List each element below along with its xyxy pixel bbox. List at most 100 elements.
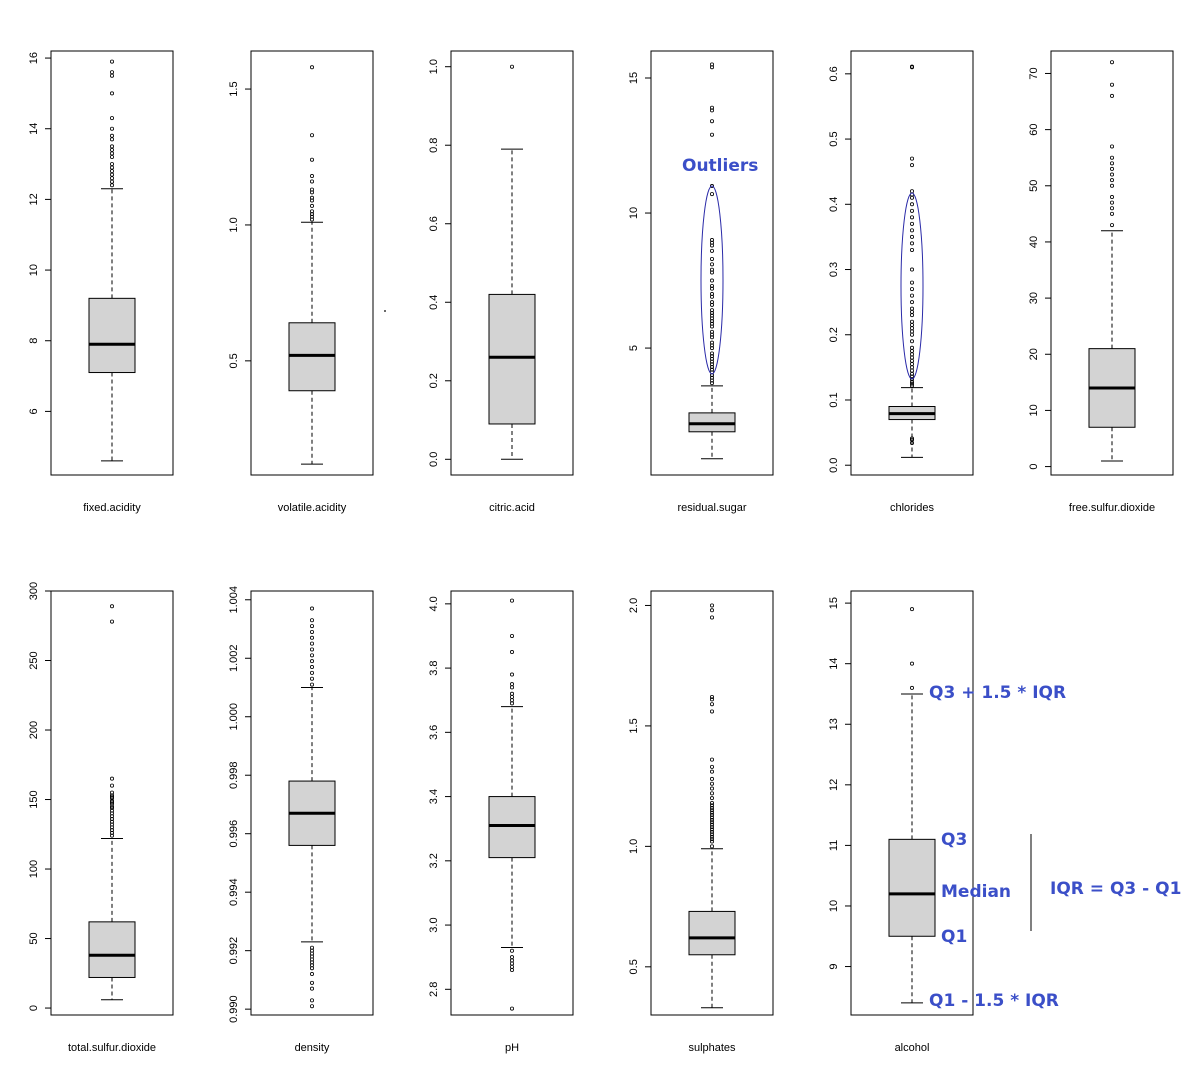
residual-sugar-outlier-point [710, 375, 715, 380]
stray-point [384, 310, 386, 312]
ph-ytick-label: 3.6 [428, 725, 440, 740]
volatile-acidity-outlier-point [309, 198, 314, 203]
citric-acid-iqr-box [488, 293, 536, 425]
fixed-acidity-ytick-label: 14 [28, 123, 40, 135]
residual-sugar-axis-label: residual.sugar [677, 502, 746, 514]
free-sulfur-dioxide-ytick-label: 60 [1028, 123, 1040, 135]
chlorides-outlier-point [910, 202, 915, 207]
residual-sugar-outlier-point [710, 267, 715, 272]
density-outlier-point [309, 665, 314, 670]
residual-sugar-outlier-point [710, 243, 715, 248]
q3-whisker-annotation: Q3 + 1.5 * IQR [929, 683, 1066, 703]
free-sulfur-dioxide-outlier-point [1110, 172, 1115, 177]
chlorides-outlier-point [910, 365, 915, 370]
free-sulfur-dioxide-outlier-point [1110, 183, 1115, 188]
fixed-acidity-outlier-point [110, 126, 115, 131]
chlorides-ytick-label: 0.0 [828, 458, 840, 473]
ph-outlier-point [509, 672, 514, 677]
total-sulfur-dioxide-iqr-box [88, 921, 136, 978]
chlorides-outlier-point [910, 309, 915, 314]
residual-sugar-outlier-point [710, 319, 715, 324]
density-outlier-point [309, 659, 314, 664]
alcohol-outlier-point [910, 661, 915, 666]
chlorides-outlier-point [910, 221, 915, 226]
fixed-acidity-ytick-label: 10 [28, 264, 40, 276]
iqr-annotation: IQR = Q3 - Q1 [1050, 879, 1181, 899]
residual-sugar-outlier-point [710, 321, 715, 326]
volatile-acidity-outlier-point [309, 203, 314, 208]
free-sulfur-dioxide-ytick-label: 0 [1028, 464, 1040, 470]
residual-sugar-outlier-point [710, 286, 715, 291]
total-sulfur-dioxide-ytick-label: 300 [28, 582, 40, 600]
chlorides-outlier-ellipse [900, 192, 924, 380]
free-sulfur-dioxide-ytick-label: 70 [1028, 67, 1040, 79]
residual-sugar-outlier-point [710, 292, 715, 297]
sulphates-outlier-point [710, 813, 715, 818]
total-sulfur-dioxide-ytick-label: 50 [28, 932, 40, 944]
total-sulfur-dioxide-outlier-point [110, 794, 115, 799]
volatile-acidity-outlier-point [309, 190, 314, 195]
ph-outlier-point [509, 598, 514, 603]
chlorides-axis-label: chlorides [890, 502, 935, 514]
chlorides-outlier-point [910, 208, 915, 213]
chlorides-outlier-point [910, 247, 915, 252]
alcohol-iqr-box [888, 838, 936, 937]
density-outlier-point [309, 618, 314, 623]
sulphates-outlier-point [710, 839, 715, 844]
density-outlier-point [309, 972, 314, 977]
residual-sugar-outlier-point [710, 302, 715, 307]
ph-ytick-label: 3.2 [428, 853, 440, 868]
residual-sugar-outlier-point [710, 238, 715, 243]
citric-acid-ytick-label: 0.0 [428, 452, 440, 467]
chlorides-outlier-point [910, 195, 915, 200]
alcohol-ytick-label: 11 [828, 840, 840, 851]
sulphates-outlier-point [710, 817, 715, 822]
residual-sugar-outlier-point [710, 108, 715, 113]
chlorides-outlier-point [910, 436, 915, 441]
citric-acid-ytick-label: 0.8 [428, 138, 440, 153]
chlorides-outlier-point [910, 383, 915, 388]
density-ytick-label: 1.002 [228, 644, 240, 672]
chlorides-outlier-point [910, 234, 915, 239]
sulphates-outlier-point [710, 695, 715, 700]
volatile-acidity-outlier-point [309, 212, 314, 217]
free-sulfur-dioxide-outlier-point [1110, 161, 1115, 166]
fixed-acidity-outlier-point [110, 165, 115, 170]
chlorides-outlier-point [910, 374, 915, 379]
residual-sugar-outlier-point [710, 294, 715, 299]
sulphates-outlier-point [710, 801, 715, 806]
volatile-acidity-ytick-label: 1.0 [228, 217, 240, 232]
chlorides-outlier-point [910, 339, 915, 344]
free-sulfur-dioxide-outlier-point [1110, 166, 1115, 171]
fixed-acidity-ytick-label: 8 [28, 338, 40, 344]
residual-sugar-outlier-point [710, 364, 715, 369]
residual-sugar-outlier-point [710, 332, 715, 337]
fixed-acidity-outlier-point [110, 73, 115, 78]
sulphates-outlier-point [710, 805, 715, 810]
alcohol-ytick-label: 15 [828, 597, 840, 609]
chlorides-outlier-point [910, 358, 915, 363]
sulphates-outlier-point [710, 803, 715, 808]
residual-sugar-outlier-point [710, 192, 715, 197]
density-outlier-point [309, 998, 314, 1003]
volatile-acidity-outlier-point [309, 187, 314, 192]
citric-acid-outlier-point [509, 64, 514, 69]
chlorides-ytick-label: 0.1 [828, 392, 840, 407]
residual-sugar-outlier-point [710, 262, 715, 267]
sulphates-outlier-point [710, 781, 715, 786]
density-outlier-point [309, 945, 314, 950]
ph-ytick-label: 2.8 [428, 982, 440, 997]
chlorides-panel-frame [850, 50, 974, 476]
sulphates-outlier-point [710, 808, 715, 813]
total-sulfur-dioxide-outlier-point [110, 801, 115, 806]
free-sulfur-dioxide-outlier-point [1110, 211, 1115, 216]
ph-outlier-point [509, 695, 514, 700]
ph-outlier-point [509, 955, 514, 960]
citric-acid-ytick-label: 1.0 [428, 59, 440, 74]
residual-sugar-outlier-point [710, 62, 715, 67]
chlorides-outlier-point [910, 326, 915, 331]
ph-outlier-point [509, 948, 514, 953]
ph-ytick-label: 3.8 [428, 660, 440, 675]
chlorides-outlier-point [910, 215, 915, 220]
sulphates-ytick-label: 1.5 [628, 718, 640, 733]
